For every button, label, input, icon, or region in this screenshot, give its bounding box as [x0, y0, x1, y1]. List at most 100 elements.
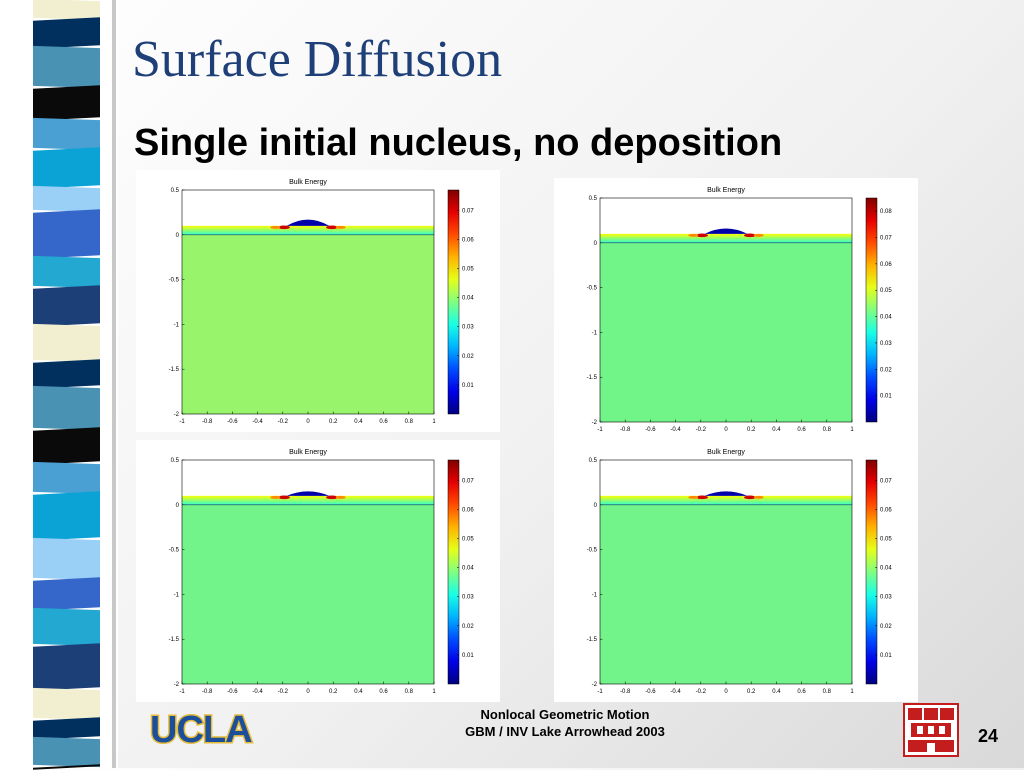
stripe-block: [33, 491, 100, 541]
y-tick-label: 0: [594, 241, 598, 247]
y-tick-label: -2: [592, 682, 598, 688]
colorbar: [447, 189, 460, 415]
bulk-region: [600, 242, 852, 422]
x-tick-label: 0: [306, 419, 310, 425]
colorbar-tick-label: 0.01: [462, 653, 474, 659]
y-tick-label: 0.5: [171, 188, 180, 194]
x-tick-label: 0.8: [405, 419, 414, 425]
colorbar-tick-label: 0.06: [880, 262, 892, 268]
stripe-block: [33, 323, 100, 363]
heatmap-panel-3: Bulk Energy -1 -0.8 -0.6 -0.4 -0.2 0 0.2 0.4 0.6 0…: [136, 440, 500, 702]
x-tick-label: -0.2: [696, 689, 707, 695]
x-tick-label: -0.4: [252, 689, 263, 695]
colorbar-tick-label: 0.03: [462, 325, 474, 331]
stripe-block: [33, 427, 100, 465]
x-tick-label: -0.4: [670, 427, 681, 433]
film-layer: [600, 495, 852, 505]
film-layer: [600, 233, 852, 243]
page-number: 24: [978, 726, 999, 746]
x-tick-label: -0.6: [227, 419, 238, 425]
stripe-block: [33, 643, 100, 691]
y-tick-label: -0.5: [587, 286, 598, 292]
stress-spot: [743, 495, 756, 500]
stress-spot: [753, 495, 764, 499]
colorbar-tick-label: 0.07: [880, 478, 892, 484]
stress-spot: [696, 233, 709, 238]
bulk-energy-heatmap: Bulk Energy -1 -0.8 -0.6 -0.4 -0.2 0 0.2 0.4 0.6 0…: [587, 449, 893, 695]
y-tick-label: -1.5: [169, 637, 180, 643]
nucleus: [286, 219, 330, 226]
x-tick-label: -1: [179, 689, 185, 695]
x-tick-label: -1: [179, 419, 185, 425]
heatmap-panel-1: Bulk Energy -1 -0.8 -0.6 -0.4 -0.2 0 0.2 0.4 0.6 0…: [136, 170, 500, 432]
colorbar-tick-label: 0.07: [462, 478, 474, 484]
stripe-block: [33, 461, 100, 495]
x-tick-label: 0.8: [405, 689, 414, 695]
colorbar-tick-label: 0.05: [462, 267, 474, 273]
x-tick-label: 0.2: [329, 419, 338, 425]
x-tick-label: -1: [597, 689, 603, 695]
x-tick-label: 0: [724, 689, 728, 695]
stripe-block: [33, 85, 100, 121]
bulk-energy-heatmap: Bulk Energy -1 -0.8 -0.6 -0.4 -0.2 0 0.2 0.4 0.6 0…: [169, 449, 475, 695]
slide-title: Surface Diffusion: [132, 31, 503, 88]
x-tick-label: 1: [432, 419, 436, 425]
film-layer: [182, 495, 434, 505]
y-tick-label: -2: [174, 682, 180, 688]
colorbar-tick-label: 0.07: [462, 208, 474, 214]
slide-subtitle: Single initial nucleus, no deposition: [134, 122, 783, 164]
x-tick-label: -0.2: [278, 689, 289, 695]
colorbar-tick-label: 0.06: [462, 507, 474, 513]
footer-line-2: GBM / INV Lake Arrowhead 2003: [465, 724, 665, 739]
colorbar-tick-label: 0.01: [880, 394, 892, 400]
footer-line-1: Nonlocal Geometric Motion: [480, 707, 650, 722]
x-tick-label: 0: [724, 427, 728, 433]
stripe-block: [33, 255, 100, 289]
stripe-block: [33, 117, 100, 151]
stress-spot: [270, 225, 281, 229]
y-tick-label: -2: [592, 420, 598, 426]
plot-title: Bulk Energy: [289, 179, 327, 186]
colorbar-tick-label: 0.08: [880, 209, 892, 215]
colorbar-tick-label: 0.04: [462, 296, 474, 302]
x-tick-label: 0.4: [772, 427, 781, 433]
x-tick-label: 0.6: [379, 419, 388, 425]
decorative-stripe: [0, 0, 118, 770]
nucleus: [286, 491, 330, 496]
colorbar-tick-label: 0.05: [462, 537, 474, 543]
stress-spot: [335, 495, 346, 499]
colorbar-tick-label: 0.06: [880, 507, 892, 513]
stripe-block: [33, 45, 100, 89]
y-tick-label: -1: [592, 330, 598, 336]
colorbar-tick-label: 0.03: [880, 341, 892, 347]
x-tick-label: 0.6: [797, 427, 806, 433]
stripe-block: [33, 577, 100, 611]
y-tick-label: 0: [176, 233, 180, 239]
y-tick-label: -1: [174, 592, 180, 598]
x-tick-label: 0.6: [797, 689, 806, 695]
x-tick-label: -0.2: [696, 427, 707, 433]
x-tick-label: 0.4: [772, 689, 781, 695]
stress-spot: [278, 495, 291, 500]
colorbar-tick-label: 0.04: [880, 566, 892, 572]
x-tick-label: -0.6: [645, 689, 656, 695]
bulk-region: [182, 504, 434, 684]
x-tick-label: 0.8: [823, 689, 832, 695]
y-tick-label: 0: [176, 503, 180, 509]
colorbar: [865, 197, 878, 423]
colorbar-tick-label: 0.04: [880, 315, 892, 321]
stress-spot: [688, 233, 699, 237]
x-tick-label: -0.6: [645, 427, 656, 433]
stripe-block: [33, 185, 100, 213]
y-tick-label: 0.5: [589, 196, 598, 202]
institution-crest-icon: [903, 703, 959, 757]
heatmap-panel-2: Bulk Energy -1 -0.8 -0.6 -0.4 -0.2 0 0.2 0.4 0.6 0…: [554, 178, 918, 440]
x-tick-label: -0.4: [670, 689, 681, 695]
x-tick-label: 1: [850, 427, 854, 433]
x-tick-label: 0.2: [329, 689, 338, 695]
colorbar-tick-label: 0.01: [880, 653, 892, 659]
stress-spot: [270, 495, 281, 499]
stripe-block: [33, 687, 100, 721]
x-tick-label: 0.4: [354, 419, 363, 425]
x-tick-label: -0.8: [202, 419, 213, 425]
